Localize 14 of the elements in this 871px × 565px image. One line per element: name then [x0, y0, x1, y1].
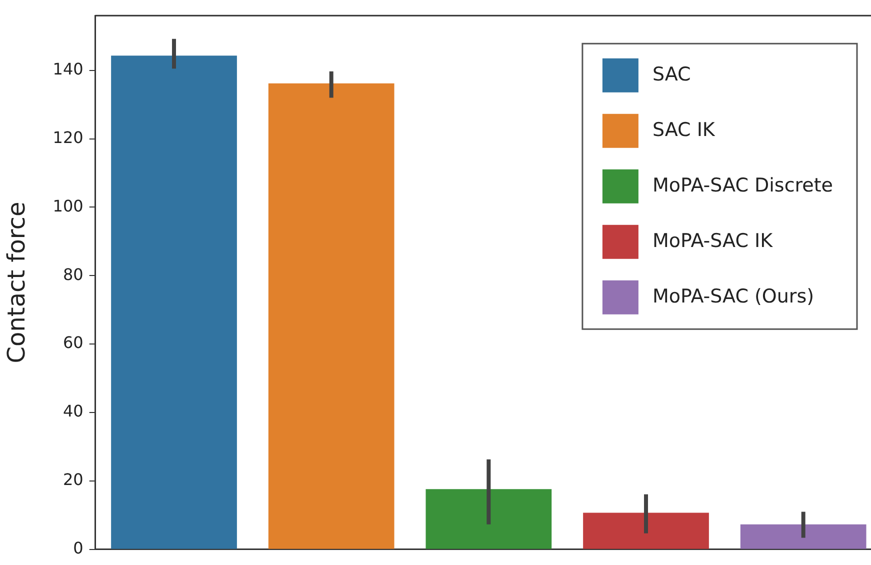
y-tick-label: 80: [62, 264, 84, 284]
legend-label: SAC: [652, 63, 691, 86]
y-tick-label: 120: [52, 128, 84, 147]
legend-label: SAC IK: [652, 118, 716, 141]
y-tick-label: 140: [52, 60, 84, 79]
y-tick-label: 20: [62, 470, 84, 490]
y-tick-label: 60: [62, 333, 84, 352]
y-tick-label: 40: [62, 402, 84, 421]
legend-label: MoPA-SAC (Ours): [652, 285, 814, 308]
y-axis-title: Contact force: [2, 202, 31, 364]
y-tick-label: 100: [52, 196, 84, 216]
legend-label: MoPA-SAC IK: [652, 230, 774, 252]
legend-label: MoPA-SAC Discrete: [652, 174, 834, 196]
y-tick-label: 0: [73, 538, 84, 558]
